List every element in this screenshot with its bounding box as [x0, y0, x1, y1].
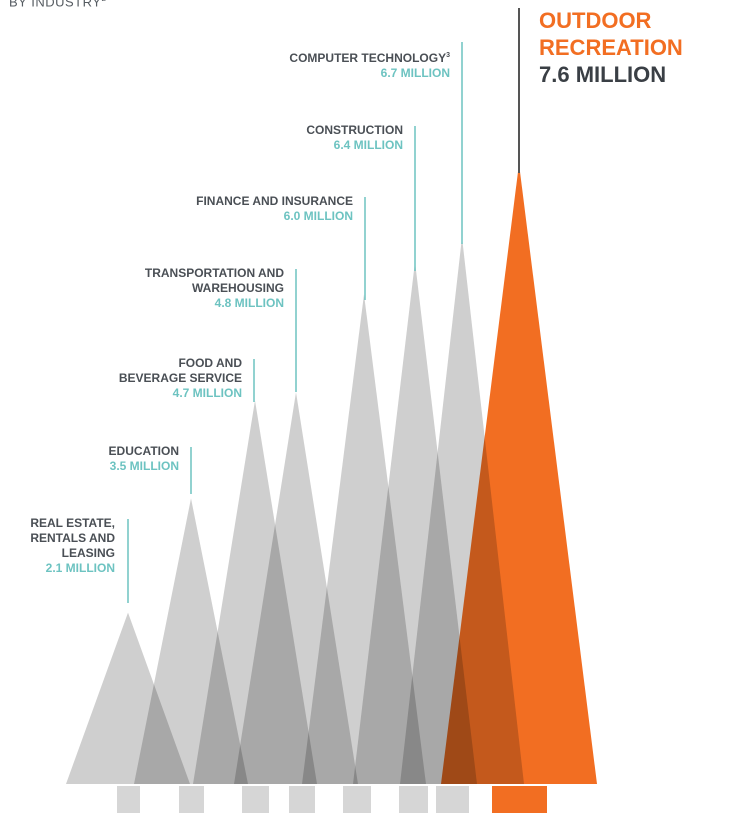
tree-trunk [343, 786, 371, 813]
industry-value: 4.8 MILLION [215, 296, 284, 310]
page-subtitle: BY INDUSTRY2 [9, 0, 106, 9]
tree-trunk [117, 786, 140, 813]
industry-value: 2.1 MILLION [46, 561, 115, 575]
tree-trunk [492, 786, 547, 813]
tree-triangle [441, 163, 597, 785]
tree-trunk [242, 786, 269, 813]
industry-value: 6.0 MILLION [284, 209, 353, 223]
highlight-label: OUTDOOR RECREATION [539, 8, 683, 60]
industry-value: 6.7 MILLION [381, 66, 450, 80]
tree-trunk [179, 786, 204, 813]
industry-label: REAL ESTATE, RENTALS AND LEASING [30, 516, 115, 560]
page-subtitle-footnote: 2 [101, 0, 106, 3]
tree-trunk [436, 786, 469, 813]
tree-trunk [289, 786, 315, 813]
industry-value: 3.5 MILLION [110, 459, 179, 473]
page-subtitle-text: BY INDUSTRY [9, 0, 102, 10]
industry-value: 4.7 MILLION [173, 386, 242, 400]
industry-label: FOOD AND BEVERAGE SERVICE [119, 356, 242, 385]
industry-label: CONSTRUCTION [306, 123, 403, 137]
tree-trunk [399, 786, 428, 813]
highlight-value: 7.6 MILLION [539, 62, 666, 87]
industry-label: FINANCE AND INSURANCE [196, 194, 353, 208]
industry-label: COMPUTER TECHNOLOGY3 [289, 51, 450, 65]
industry-label: TRANSPORTATION AND WAREHOUSING [145, 266, 284, 295]
industry-label: EDUCATION [109, 444, 179, 458]
industry-value: 6.4 MILLION [334, 138, 403, 152]
